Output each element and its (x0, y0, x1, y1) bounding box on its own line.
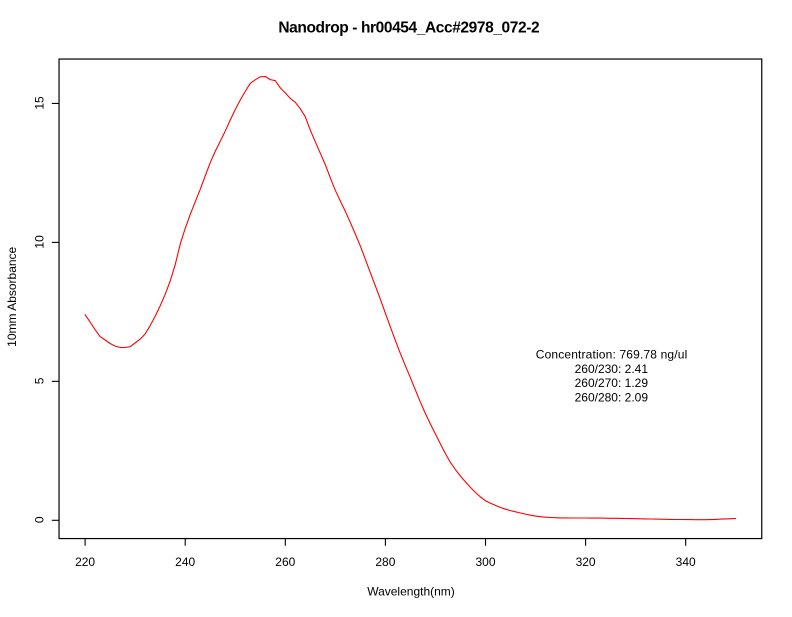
svg-text:15: 15 (32, 96, 46, 110)
svg-text:10: 10 (32, 235, 46, 249)
svg-text:10mm Absorbance: 10mm Absorbance (5, 246, 19, 346)
svg-text:260/280: 2.09: 260/280: 2.09 (575, 391, 649, 405)
svg-text:280: 280 (375, 555, 395, 569)
svg-text:340: 340 (676, 555, 696, 569)
svg-text:320: 320 (576, 555, 596, 569)
svg-text:260/230: 2.41: 260/230: 2.41 (575, 362, 649, 376)
svg-text:240: 240 (175, 555, 195, 569)
svg-text:260: 260 (275, 555, 295, 569)
svg-text:260/270: 1.29: 260/270: 1.29 (575, 376, 649, 390)
svg-text:0: 0 (32, 516, 46, 523)
svg-text:Concentration: 769.78 ng/ul: Concentration: 769.78 ng/ul (536, 347, 688, 361)
svg-text:300: 300 (475, 555, 495, 569)
svg-text:Wavelength(nm): Wavelength(nm) (367, 584, 455, 598)
svg-text:5: 5 (32, 377, 46, 384)
svg-text:220: 220 (75, 555, 95, 569)
svg-text:Nanodrop - hr00454_Acc#2978_07: Nanodrop - hr00454_Acc#2978_072-2 (278, 20, 539, 37)
